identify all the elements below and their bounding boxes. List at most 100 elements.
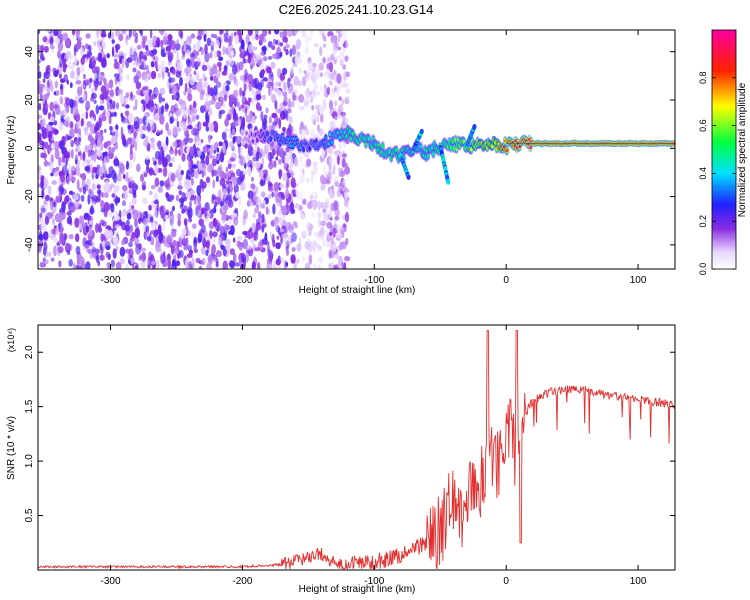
spectrogram-cell [506,148,509,153]
spectrogram-cell [58,260,62,268]
spectrogram-cell [167,128,172,136]
spectrogram-cell [333,85,338,92]
spectrogram-cell [450,146,453,150]
spectrogram-cell [81,221,86,228]
spectrogram-cell [97,52,101,62]
spectrogram-cell [285,48,289,56]
spectrogram-cell [91,169,95,180]
spectrogram-cell [260,191,266,198]
spectrogram-cell [288,89,293,95]
spectrogram-cell [98,117,102,128]
spectrogram-cell [39,212,43,218]
spectrogram-cell [337,46,342,51]
spectrogram-cell [169,194,173,202]
spectrogram-cell [232,237,236,243]
colorbar-tick-label: 0.6 [698,119,708,132]
spectrogram-cell [146,118,151,124]
spectrogram-cell [89,251,95,260]
spectrogram-cell [112,100,116,110]
spectrogram-cell [317,211,322,220]
spectrogram-cell [98,207,102,214]
spectrogram-cell [109,112,114,118]
spectrogram-cell [256,138,259,142]
spectrogram-cell [217,166,223,177]
spectrogram-cell [285,110,289,121]
spectrogram-cell [54,80,59,89]
spectrogram-cell [53,245,57,257]
spectrogram-cell [247,190,254,200]
spectrogram-cell [296,51,301,58]
snr-frame [37,324,676,571]
spectrogram-cell [164,103,169,110]
spectrogram-cell [334,115,338,121]
spectrogram-cell [87,134,93,142]
spectrogram-cell [308,254,313,265]
spectrogram-cell [193,128,199,137]
spectrogram-cell [248,197,252,207]
spectrogram-cell [322,57,326,64]
spectrogram-cell [110,259,116,268]
spectrogram-cell [134,264,139,269]
spectrogram-cell [77,127,81,135]
spectrogram-cell [98,222,102,233]
spectrogram-cell [236,235,243,240]
spectrogram-cell [251,261,256,269]
spectrogram-cell [195,140,202,147]
spectrogram-cell [343,261,347,269]
spectrogram-cell [219,30,223,36]
spectrogram-cell [72,262,76,269]
spectrogram-cell [289,202,295,213]
spectrogram-cell [211,195,214,204]
spectrogram-cell [167,34,173,41]
spectrogram-cell [101,41,106,50]
spectrogram-cell [308,36,313,42]
spectrogram-cell [286,248,289,256]
spectrogram-cell [153,113,160,122]
spectrogram-cell [238,106,242,112]
spectrogram-cell [299,174,305,183]
spectrogram-cell [432,152,435,156]
spectrogram-cell [147,236,152,242]
y-tick-label: 0 [24,145,35,151]
spectrogram-cell [229,157,235,162]
spectrogram-cell [171,117,175,122]
spectrogram-cell [59,235,65,245]
spectrogram-cell [218,90,224,97]
spectrogram-cell [318,256,323,264]
spectrogram-cell [192,100,197,109]
spectrogram-cell [38,79,41,87]
spectrogram-cell [267,263,273,269]
spectrogram-cell [234,262,241,267]
spectrogram-cell [200,48,205,56]
spectrogram-cell [266,66,272,74]
spectrogram-cell [150,30,153,39]
spectrogram-cell [279,148,285,159]
spectrogram-cell [135,81,142,90]
spectrogram-cell [125,92,130,99]
spectrogram-cell [222,188,227,200]
spectrogram-cell [63,153,70,159]
spectrogram-cell [142,38,146,49]
spectrogram-cell [80,64,85,73]
spectrogram-cell [245,131,248,136]
spectrogram-cell [326,233,331,243]
x-tick-label: -300 [101,576,121,587]
spectrogram-cell [284,225,289,233]
spectrogram-cell [79,46,84,57]
spectrogram-cell [190,231,195,239]
spectrogram-cell [170,146,173,152]
spectrogram-cell [303,70,307,75]
spectrogram-cell [298,67,303,74]
spectrogram-cell [312,89,316,97]
spectrogram-cell [38,132,42,140]
spectrogram-cell [113,53,119,58]
spectrogram-cell [190,110,197,117]
spectrogram-cell [113,61,120,70]
spectrogram-cell [302,168,305,175]
spectrogram-cell [52,201,57,208]
spectrogram-cell [213,50,218,59]
spectrogram-cell [170,243,175,255]
spectrogram-cell [60,162,65,167]
spectrogram-cell [246,245,252,251]
